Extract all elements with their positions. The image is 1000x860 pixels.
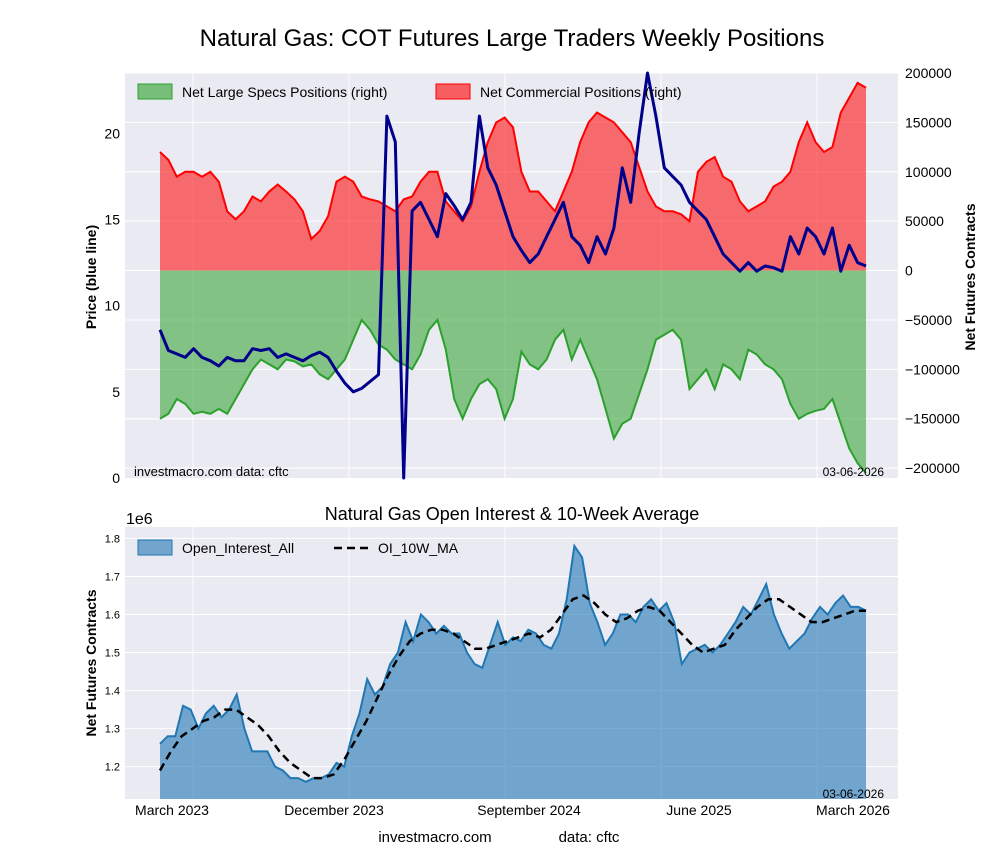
oi-y-tick-label: 1.8	[105, 533, 120, 545]
legend-label-commercial: Net Commercial Positions (right)	[480, 84, 682, 100]
legend-label-moving-average: OI_10W_MA	[378, 540, 459, 556]
positions-left-axis-title: Price (blue line)	[83, 225, 99, 329]
positions-watermark: investmacro.com data: cftc	[134, 464, 289, 479]
legend-swatch-commercial	[435, 83, 471, 100]
positions-panel: 200000 150000 100000 50000 0 −50000 −100000 −15…	[83, 65, 978, 486]
positions-right-tick-label: 50000	[905, 213, 944, 229]
positions-left-tick-label: 0	[112, 470, 120, 486]
positions-right-tick-label: 150000	[905, 114, 952, 130]
open-interest-title: Natural Gas Open Interest & 10-Week Aver…	[325, 504, 700, 524]
open-interest-panel: Natural Gas Open Interest & 10-Week Aver…	[83, 504, 898, 818]
positions-left-tick-label: 10	[104, 298, 120, 314]
open-interest-series	[158, 543, 867, 799]
positions-left-tick-label: 15	[104, 211, 120, 227]
chart-title: Natural Gas: COT Futures Large Traders W…	[200, 25, 825, 52]
oi-x-tick-label: March 2026	[816, 802, 890, 818]
legend-swatch-large-specs	[137, 83, 173, 100]
oi-x-tick-label: March 2023	[135, 802, 209, 818]
legend-label-open-interest: Open_Interest_All	[182, 540, 294, 556]
oi-moving-average-line	[158, 594, 866, 780]
open-interest-legend: Open_Interest_All OI_10W_MA	[137, 539, 459, 556]
positions-axes: 200000 150000 100000 50000 0 −50000 −100000 −15…	[104, 65, 960, 486]
open-interest-line	[159, 543, 867, 784]
price-series-line	[158, 71, 867, 480]
positions-right-tick-label: 200000	[905, 65, 952, 81]
oi-x-tick-label: September 2024	[477, 802, 581, 818]
footer-site: investmacro.com	[378, 829, 491, 846]
open-interest-multiplier: 1e6	[126, 511, 153, 528]
legend-swatch-open-interest	[137, 539, 173, 556]
large-specs-series-line	[159, 317, 867, 474]
positions-right-tick-label: 0	[905, 263, 913, 279]
positions-right-tick-label: −100000	[905, 361, 960, 377]
open-interest-axis-title: Net Futures Contracts	[83, 589, 99, 736]
positions-right-tick-label: −150000	[905, 411, 960, 427]
oi-y-tick-label: 1.2	[105, 762, 120, 774]
positions-left-tick-label: 5	[112, 384, 120, 400]
legend-label-large-specs: Net Large Specs Positions (right)	[182, 84, 387, 100]
positions-legend: Net Large Specs Positions (right) Net Com…	[137, 83, 682, 100]
positions-right-axis-title: Net Futures Contracts	[962, 203, 978, 350]
oi-y-tick-label: 1.3	[105, 724, 120, 736]
oi-y-tick-label: 1.7	[105, 571, 120, 583]
positions-right-tick-label: 100000	[905, 164, 952, 180]
positions-right-tick-label: −50000	[905, 312, 952, 328]
footer-source: data: cftc	[559, 829, 620, 846]
commercial-series-line	[159, 81, 867, 241]
positions-right-tick-label: −200000	[905, 460, 960, 476]
oi-y-tick-label: 1.5	[105, 648, 120, 660]
oi-x-tick-label: December 2023	[284, 802, 384, 818]
open-interest-axes: March 2023 December 2023 September 2024 Jun…	[105, 533, 890, 818]
positions-date-label: 03-06-2026	[823, 465, 885, 479]
large-specs-series-area	[160, 270, 866, 474]
open-interest-area	[160, 546, 866, 799]
commercial-series-area	[160, 82, 866, 271]
positions-left-tick-label: 20	[104, 125, 120, 141]
oi-x-tick-label: June 2025	[666, 802, 732, 818]
oi-y-tick-label: 1.4	[105, 686, 120, 698]
positions-series	[158, 71, 867, 480]
open-interest-date-label: 03-06-2026	[823, 787, 885, 801]
oi-y-tick-label: 1.6	[105, 609, 120, 621]
